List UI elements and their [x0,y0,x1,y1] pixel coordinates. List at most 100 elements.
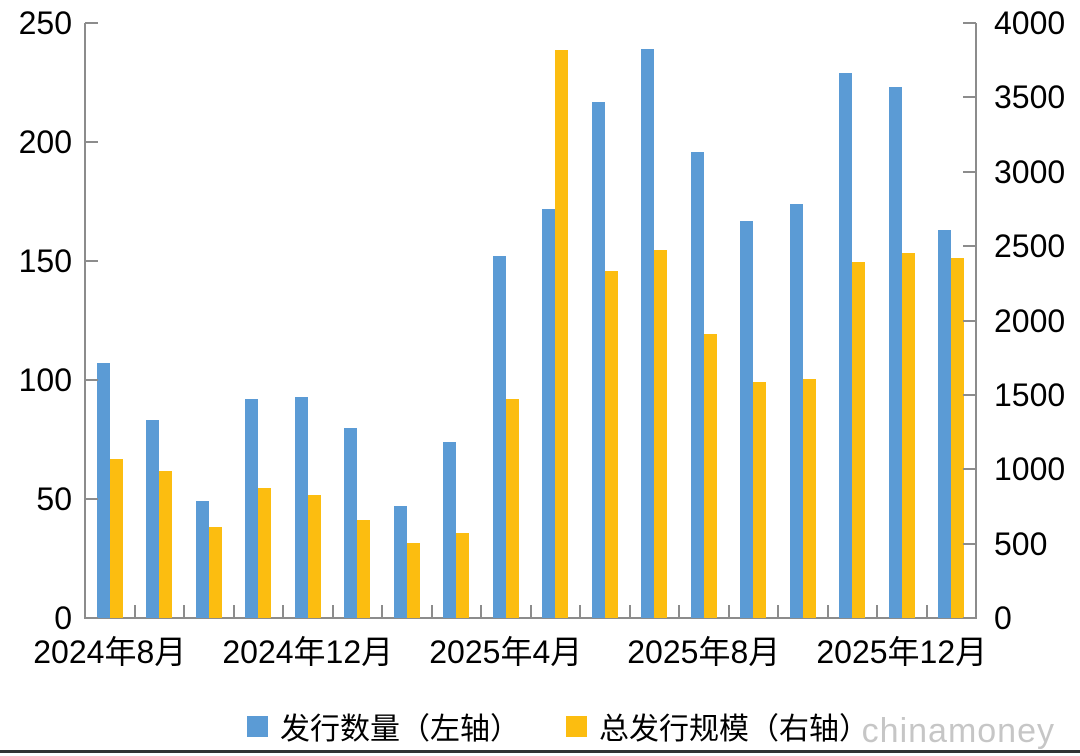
bar-issue-count-2025年11月 [839,72,853,618]
y-axis-right-tick [963,170,976,173]
y-axis-right-label: 500 [994,525,1048,562]
y-axis-right-tick [963,22,976,24]
x-axis-label-2025年12月: 2025年12月 [816,634,988,670]
y-axis-right-label: 1000 [994,451,1066,488]
bar-issue-scale-2024年8月 [109,458,123,618]
y-axis-left-line [84,23,86,619]
x-axis-label-2024年8月: 2024年8月 [33,634,187,670]
x-axis-tick [381,605,383,618]
y-axis-right-tick [963,319,976,322]
x-axis-tick [579,605,581,618]
x-axis-tick [628,605,631,618]
bar-issue-count-2025年9月 [740,220,754,618]
y-axis-left-label: 100 [18,362,72,398]
bar-issue-scale-2024年12月 [307,494,321,618]
bar-issue-count-2025年5月 [542,208,556,618]
bar-issue-scale-2025年8月 [703,333,717,618]
x-axis-tick [133,605,136,618]
bar-issue-scale-2025年6月 [604,270,618,618]
bar-issue-count-2025年12月 [888,87,902,618]
bar-issue-count-2025年10月 [789,203,803,618]
bar-issue-scale-2025年11月 [852,261,866,618]
y-axis-left-label: 200 [18,124,72,160]
bar-issue-count-2025年8月 [690,151,704,618]
y-axis-right-tick [963,245,976,248]
y-axis-left-label: 50 [36,481,72,517]
bar-issue-scale-2025年5月 [555,49,569,618]
legend-swatch-yellow-icon [566,715,587,737]
legend-item-issue-scale: 总发行规模（右轴） [566,704,869,748]
x-axis-tick [480,605,482,618]
bar-issue-scale-2024年10月 [208,526,222,618]
x-axis-tick [183,605,185,618]
legend-item-issue-count: 发行数量（左轴） [247,704,520,748]
y-axis-left-label: 150 [18,243,72,279]
x-axis-label-2024年12月: 2024年12月 [222,634,394,670]
x-axis-tick [331,605,334,618]
y-axis-right-tick [963,468,976,471]
y-axis-left-tick [85,22,98,24]
bar-issue-scale-2025年10月 [802,378,816,618]
bar-issue-count-2025年6月 [591,101,605,618]
y-axis-left-label: 0 [54,600,72,636]
bar-issue-count-2026年1月 [938,230,952,618]
y-axis-right-tick [963,542,976,545]
x-axis-tick [777,605,779,618]
bar-issue-scale-2025年3月 [456,533,470,618]
bar-issue-count-2025年7月 [641,49,655,618]
x-axis-line [84,617,977,619]
bar-issue-scale-2024年9月 [159,471,173,618]
y-axis-left-label: 250 [18,5,72,41]
x-axis-tick [727,605,730,618]
x-axis-label-2025年4月: 2025年4月 [429,634,583,670]
bar-issue-scale-2025年1月 [357,519,371,618]
x-axis-tick [529,605,532,618]
bar-issue-count-2025年1月 [344,427,358,618]
y-axis-right-label: 3000 [994,153,1066,190]
y-axis-right-label: 2000 [994,302,1066,339]
x-axis-tick [232,605,235,618]
legend-swatch-blue-icon [247,715,268,737]
bar-issue-count-2024年10月 [195,501,209,618]
y-axis-right-tick [963,96,976,99]
legend-label-issue-count: 发行数量（左轴） [280,713,520,746]
y-axis-right-label: 2500 [994,228,1066,265]
y-axis-right-label: 3500 [994,79,1066,116]
y-axis-right-tick [963,617,976,619]
y-axis-left-tick [85,260,98,262]
bar-issue-scale-2025年7月 [654,249,668,618]
x-axis-tick [925,605,928,618]
y-axis-left-tick [85,379,98,381]
bar-issue-count-2025年4月 [492,256,506,618]
x-axis-label-2025年8月: 2025年8月 [627,634,781,670]
x-axis-tick [430,605,433,618]
bar-issue-count-2024年11月 [245,399,259,618]
x-axis-tick [826,605,829,618]
bar-issue-count-2024年12月 [294,396,308,618]
bar-issue-scale-2025年12月 [901,252,915,618]
x-axis-tick [282,605,284,618]
bottom-divider [0,750,1080,753]
watermark: chinamoney [861,712,1055,750]
bar-issue-scale-2025年4月 [505,398,519,618]
y-axis-right-label: 0 [994,600,1012,636]
x-axis-tick [876,605,878,618]
bar-issue-scale-2025年9月 [753,382,767,618]
legend-label-issue-scale: 总发行规模（右轴） [599,713,869,746]
y-axis-right-label: 1500 [994,376,1066,413]
bar-issue-count-2025年3月 [443,441,457,618]
y-axis-left-tick [85,141,98,143]
bar-issue-scale-2025年2月 [406,542,420,618]
y-axis-right-tick [963,393,976,396]
y-axis-right-label: 4000 [994,5,1066,41]
bar-issue-scale-2026年1月 [951,258,965,618]
bar-issue-count-2025年2月 [393,506,407,618]
x-axis-tick [678,605,680,618]
y-axis-left-tick [85,617,98,619]
y-axis-left-tick [85,498,98,500]
legend: 发行数量（左轴） 总发行规模（右轴） [247,704,869,748]
bar-issue-count-2024年8月 [96,363,110,618]
y-axis-right-line [975,23,977,619]
bar-issue-count-2024年9月 [146,420,160,618]
